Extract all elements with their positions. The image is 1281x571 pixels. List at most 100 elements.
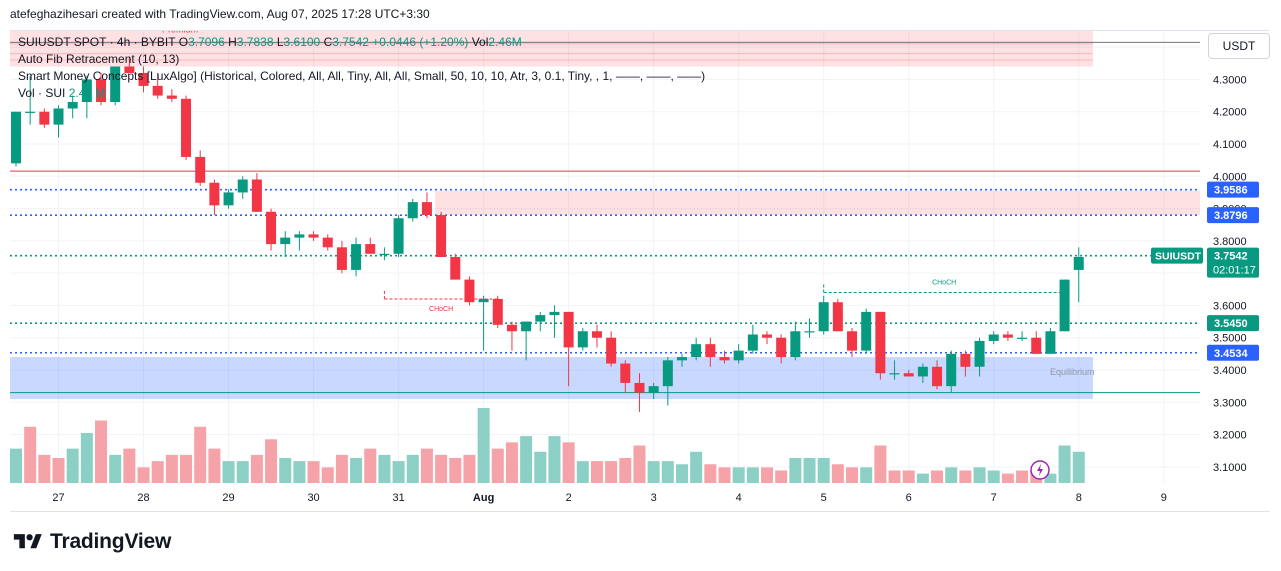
candle-body (1073, 257, 1084, 270)
chart-legend: SUIUSDT SPOT · 4h · BYBIT O3.7096 H3.783… (18, 34, 705, 102)
candle-body (152, 85, 163, 96)
x-tick-label: 9 (1161, 492, 1167, 504)
choch-label: CHoCH (429, 306, 453, 313)
candle-body (25, 111, 36, 113)
candle-body (1017, 337, 1028, 339)
x-tick-label: 7 (991, 492, 997, 504)
volume-bar (463, 454, 476, 483)
legend-indicator-volume[interactable]: Vol · SUI 2.46 M (18, 85, 705, 102)
volume-bar (109, 454, 122, 483)
y-tick-label: 4.2000 (1213, 107, 1247, 119)
volume-bar (846, 467, 859, 483)
currency-button[interactable]: USDT (1208, 33, 1270, 59)
volume-bar (335, 454, 348, 483)
volume-bar (449, 458, 462, 483)
candle-body (549, 311, 560, 316)
candle-body (847, 331, 858, 351)
candle-body (634, 382, 645, 393)
x-tick-label: 29 (222, 492, 234, 504)
legend-volume-label: Vol · SUI (18, 86, 66, 100)
y-tick-label: 4.1000 (1213, 139, 1247, 151)
legend-change: +0.0446 (+1.20%) (372, 35, 469, 49)
candle-body (478, 298, 489, 303)
volume-bar (860, 467, 873, 483)
candle-body (662, 360, 673, 387)
volume-bar (718, 467, 731, 483)
volume-bar (959, 470, 972, 483)
candle-body (762, 334, 773, 338)
axis-price-tag-text: 3.9586 (1214, 185, 1248, 197)
volume-bar (364, 448, 377, 483)
volume-bar (194, 426, 207, 483)
candle-body (577, 331, 588, 348)
volume-bar (1058, 445, 1071, 483)
x-tick-label: 5 (821, 492, 827, 504)
legend-indicator-smc[interactable]: Smart Money Concepts [LuxAlgo] (Historic… (18, 69, 706, 83)
volume-bar (420, 448, 433, 483)
candle-body (308, 234, 319, 238)
volume-bar (307, 461, 320, 483)
volume-bar (761, 467, 774, 483)
candle-body (676, 357, 687, 361)
volume-bar (435, 454, 448, 483)
candle-body (932, 366, 943, 387)
volume-bar (123, 448, 136, 483)
candle-body (606, 337, 617, 364)
last-price-tag (1207, 247, 1259, 278)
candle-body (591, 331, 602, 338)
candle-body (67, 102, 78, 109)
legend-open-label: O (178, 35, 189, 49)
candle-body (110, 66, 121, 103)
volume-bar (477, 408, 490, 483)
candle-body (861, 311, 872, 351)
chart-pane[interactable]: PremiumEquilibriumCHoCHCHoCH2728293031Au… (10, 30, 1270, 512)
zone-label-equilibrium: Equilibrium (1050, 367, 1095, 377)
price-chart[interactable]: PremiumEquilibriumCHoCHCHoCH2728293031Au… (10, 31, 1270, 511)
legend-indicator-fib[interactable]: Auto Fib Retracement (10, 13) (18, 52, 180, 66)
candle-body (209, 182, 220, 206)
volume-bar (151, 461, 164, 483)
volume-bar (491, 448, 504, 483)
axis-price-tag (1207, 181, 1259, 198)
candle-body (237, 179, 248, 193)
volume-bar (293, 461, 306, 483)
volume-bar (647, 461, 660, 483)
x-tick-label: 27 (52, 492, 64, 504)
volume-bar (52, 458, 65, 483)
volume-bar (690, 451, 703, 483)
volume-bar (605, 461, 618, 483)
legend-ohlc-row[interactable]: SUIUSDT SPOT · 4h · BYBIT O3.7096 H3.783… (18, 34, 705, 51)
legend-high-label: H (228, 35, 237, 49)
volume-bar (38, 454, 51, 483)
volume-bar (590, 461, 603, 483)
candle-body (733, 350, 744, 361)
volume-bar (265, 439, 278, 483)
y-tick-label: 3.5000 (1213, 333, 1247, 345)
volume-bar (987, 470, 1000, 483)
zone-box (435, 190, 1201, 216)
volume-bar (562, 442, 575, 483)
tradingview-brand[interactable]: TradingView (10, 530, 171, 554)
candle-body (832, 302, 843, 332)
candle-body (804, 331, 815, 333)
volume-bar (279, 458, 292, 483)
candle-body (124, 66, 135, 73)
volume-bar (746, 467, 759, 483)
candle-body (365, 244, 376, 254)
zone-box (10, 31, 1093, 67)
candle-body (53, 108, 64, 125)
legend-open-value: 3.7096 (188, 35, 225, 49)
candle-body (903, 373, 914, 377)
legend-symbol[interactable]: SUIUSDT SPOT · 4h · BYBIT (18, 35, 176, 49)
volume-bar (633, 445, 646, 483)
axis-price-tag (1207, 315, 1259, 332)
volume-bar (576, 461, 589, 483)
candle-body (379, 253, 390, 255)
volume-bar (775, 470, 788, 483)
y-tick-label: 3.2000 (1213, 430, 1247, 442)
candle-body (648, 386, 659, 393)
candle-body (280, 237, 291, 245)
x-tick-label: 4 (736, 492, 742, 504)
axis-price-tag (1207, 344, 1259, 361)
volume-bar (732, 467, 745, 483)
